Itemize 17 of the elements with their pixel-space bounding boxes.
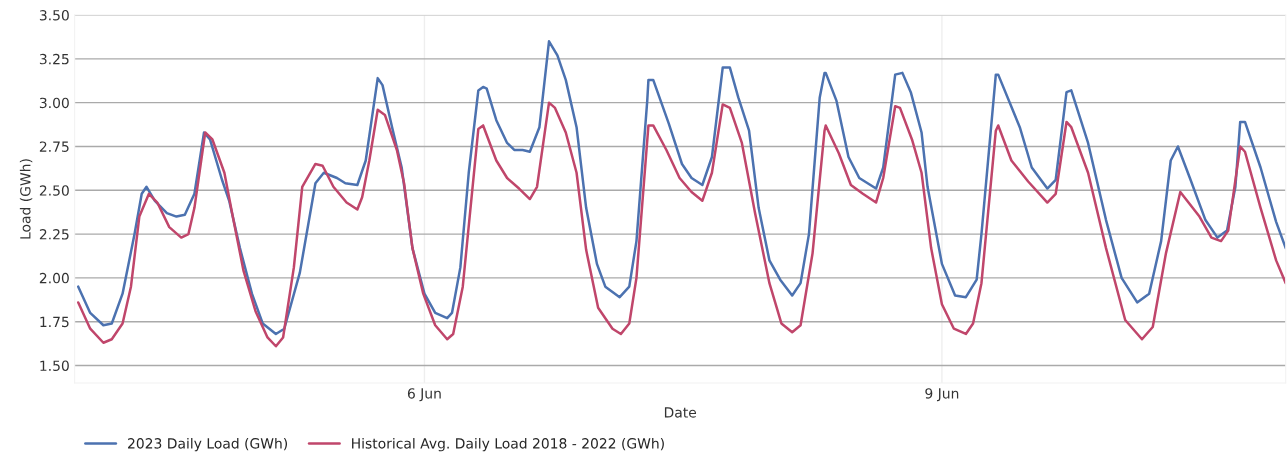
line-series	[76, 101, 1286, 348]
x-axis-title: Date	[664, 407, 697, 418]
y-tick-label: 1.75	[40, 316, 69, 328]
y-axis-title: Load (GWh)	[19, 159, 33, 239]
legend-label: 2023 Daily Load (GWh)	[128, 437, 288, 452]
y-tick-label: 3.50	[39, 10, 69, 21]
legend-label: Historical Avg. Daily Load 2018 - 2022 (GWh)	[352, 437, 664, 452]
y-tick-label: 3.25	[39, 53, 69, 65]
y-tick-label: 2.00	[39, 272, 69, 284]
y-tick-label: 2.50	[39, 185, 69, 196]
x-tick-label: 6 Jun	[407, 388, 441, 402]
y-tick-label: 1.50	[40, 360, 69, 371]
line-series	[76, 40, 1286, 336]
y-tick-label: 2.25	[39, 229, 69, 240]
y-tick-label: 3.00	[39, 97, 69, 109]
x-tick-label: 9 Jun	[925, 388, 959, 402]
y-tick-label: 2.75	[39, 141, 69, 152]
